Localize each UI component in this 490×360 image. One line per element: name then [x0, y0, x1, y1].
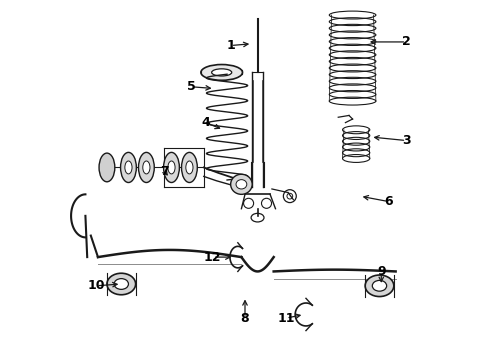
Ellipse shape — [201, 64, 243, 80]
Text: 2: 2 — [402, 35, 411, 49]
Text: 8: 8 — [241, 311, 249, 325]
Ellipse shape — [114, 279, 128, 289]
Ellipse shape — [125, 161, 132, 174]
Text: 7: 7 — [160, 165, 169, 177]
Text: 12: 12 — [204, 251, 221, 264]
Ellipse shape — [107, 273, 136, 295]
Text: 6: 6 — [384, 195, 393, 208]
Text: 4: 4 — [201, 116, 210, 129]
Text: 1: 1 — [226, 39, 235, 52]
Ellipse shape — [99, 153, 115, 182]
Ellipse shape — [164, 152, 179, 183]
Ellipse shape — [365, 275, 394, 297]
Ellipse shape — [121, 152, 136, 183]
Text: 10: 10 — [87, 279, 105, 292]
Text: 11: 11 — [277, 311, 295, 325]
Ellipse shape — [143, 161, 150, 174]
Ellipse shape — [168, 161, 175, 174]
Ellipse shape — [231, 174, 252, 194]
Ellipse shape — [372, 280, 387, 291]
Ellipse shape — [236, 180, 247, 189]
Text: 5: 5 — [187, 80, 196, 93]
Ellipse shape — [212, 69, 232, 76]
Text: 9: 9 — [377, 265, 386, 278]
Ellipse shape — [181, 152, 197, 183]
Ellipse shape — [186, 161, 193, 174]
Ellipse shape — [139, 152, 154, 183]
Text: 3: 3 — [402, 134, 411, 147]
